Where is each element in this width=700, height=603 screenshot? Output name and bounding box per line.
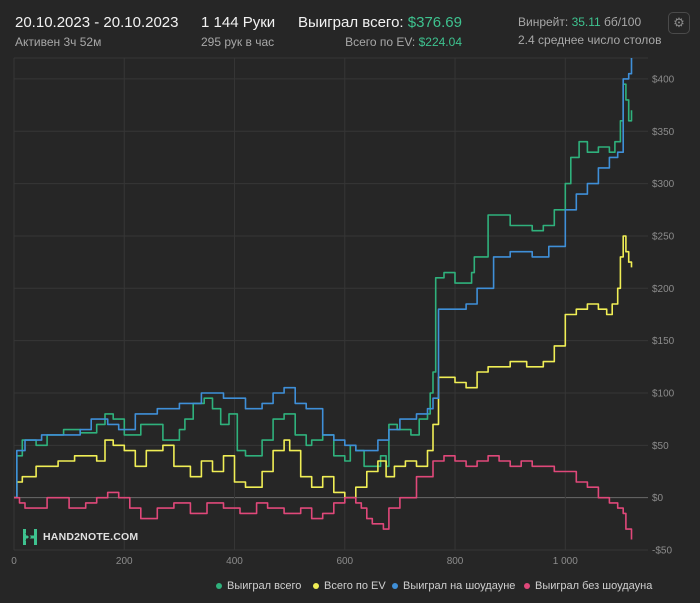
ev-total-label: Всего по EV: [345,35,416,49]
header: 20.10.2023 - 20.10.2023 Активен 3ч 52м 1… [0,0,700,55]
legend-label: Выиграл на шоудауне [403,580,516,592]
legend-label: Выиграл всего [227,580,302,592]
legend-item-ev[interactable]: Всего по EV [313,578,386,594]
settings-button[interactable]: ⚙ [668,12,690,34]
legend-item-non-showdown[interactable]: Выиграл без шоудауна [524,578,652,594]
winrate-label: Винрейт: [518,15,569,29]
winnings-block: Выиграл всего: $376.69 Всего по EV: $224… [298,14,462,49]
legend-item-showdown[interactable]: Выиграл на шоудауне [392,578,515,594]
legend-dot-icon [524,583,530,589]
won-total-label: Выиграл всего: [298,14,404,31]
y-tick-label: $250 [652,231,675,242]
series-line-3 [14,455,633,540]
hands-block: 1 144 Руки 295 рук в час [201,14,275,49]
x-tick-label: 600 [336,556,353,567]
legend-dot-icon [313,583,319,589]
avg-tables: 2.4 среднее число столов [518,33,662,47]
legend-item-won-total[interactable]: Выиграл всего [216,578,301,594]
h2n-logo-icon [23,529,37,545]
y-tick-label: -$50 [652,546,672,557]
chart-series [14,58,633,540]
chart-ticks: -$50 $0 $50 $100 $150 $200 $250 $300 $350 $400 0 20… [11,74,674,567]
hand2note-logo: HAND2NOTE.COM [22,528,138,546]
gear-icon: ⚙ [673,15,685,30]
chart-grid [13,57,648,551]
y-tick-label: $300 [652,179,675,190]
x-tick-label: 0 [11,556,17,567]
active-time: Активен 3ч 52м [15,35,102,49]
ev-total-value: $224.04 [418,35,462,49]
legend-dot-icon [216,583,222,589]
series-line-2 [14,58,633,499]
legend-dot-icon [392,583,398,589]
y-tick-label: $0 [652,493,664,504]
logo-text: HAND2NOTE.COM [43,531,139,543]
y-tick-label: $100 [652,388,675,399]
hands-count: 1 144 Руки [201,14,276,31]
date-range: 20.10.2023 - 20.10.2023 [15,14,179,31]
x-tick-label: 400 [226,556,243,567]
y-tick-label: $50 [652,441,669,452]
series-line-1 [14,235,633,499]
y-tick-label: $400 [652,74,675,85]
won-total-value: $376.69 [407,14,462,31]
y-tick-label: $200 [652,284,675,295]
y-tick-label: $150 [652,336,675,347]
winrate-unit: бб/100 [604,15,642,29]
winrate-value: 35.11 [571,15,601,29]
y-tick-label: $350 [652,127,675,138]
x-tick-label: 1 000 [553,556,578,567]
session-dates-block: 20.10.2023 - 20.10.2023 Активен 3ч 52м [15,14,178,49]
hands-per-hour: 295 рук в час [201,35,275,49]
legend-label: Выиграл без шоудауна [535,580,653,592]
x-tick-label: 200 [116,556,133,567]
winrate-block: Винрейт: 35.11 бб/100 2.4 среднее число … [518,15,661,47]
x-tick-label: 800 [447,556,464,567]
legend-label: Всего по EV [324,580,386,592]
